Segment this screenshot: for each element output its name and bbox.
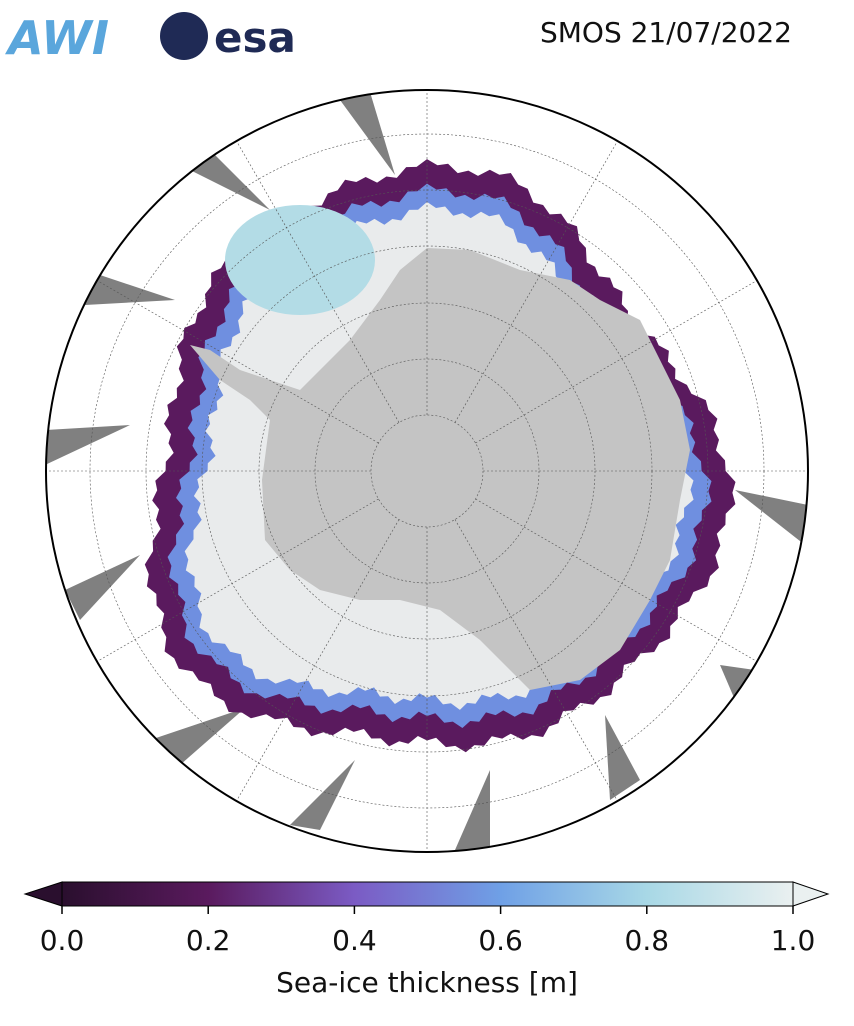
gap — [455, 770, 490, 850]
gap — [85, 275, 175, 305]
graticule — [46, 90, 808, 852]
esa-emblem — [160, 12, 208, 60]
gap — [190, 150, 270, 210]
gap — [340, 92, 395, 175]
gap — [290, 760, 355, 830]
map — [46, 90, 808, 852]
colorbar-label: Sea-ice thickness [m] — [276, 966, 578, 999]
colorbar-tick-label: 0.8 — [625, 924, 670, 957]
gap — [720, 665, 755, 700]
colorbar-tick-label: 0.4 — [332, 924, 377, 957]
awi-logo: AWI — [5, 11, 109, 65]
colorbar-tick-label: 1.0 — [771, 924, 816, 957]
antarctica — [190, 248, 690, 690]
colorbar: Sea-ice thickness [m] 0.0 0.2 0.4 0.6 0.8 1.0 — [23, 881, 830, 999]
map-frame — [45, 89, 809, 853]
colorbar-tick-label: 0.2 — [186, 924, 231, 957]
ice-thick — [225, 205, 375, 315]
gap — [65, 555, 140, 620]
colorbar-tick-label: 0.0 — [40, 924, 85, 957]
colorbar-extend-high — [792, 881, 830, 907]
gap — [605, 715, 640, 800]
map-title: SMOS 21/07/2022 — [540, 16, 792, 49]
logos: AWI esa — [5, 11, 296, 65]
gap — [46, 425, 130, 465]
esa-logo: esa — [214, 13, 296, 62]
colorbar-extend-low — [23, 881, 63, 907]
gap — [150, 708, 245, 765]
colorbar-tick-label: 0.6 — [478, 924, 523, 957]
gap — [735, 490, 808, 545]
colorbar-scale — [61, 881, 794, 907]
data-gaps — [46, 92, 808, 850]
